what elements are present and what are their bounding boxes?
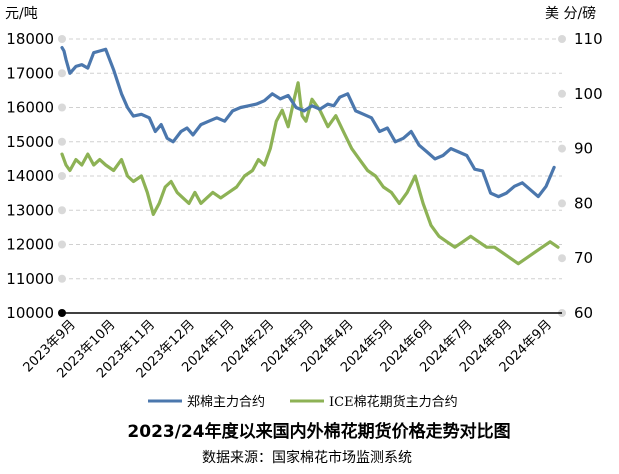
- left-axis-tick-dot: [58, 137, 66, 146]
- right-y-tick-label: 90: [574, 140, 593, 158]
- left-axis-tick-dot: [58, 206, 66, 215]
- legend-label-series-1: 郑棉主力合约: [187, 395, 265, 410]
- left-axis-tick-dot: [58, 240, 66, 249]
- left-y-tick-label: 14000: [6, 167, 54, 185]
- left-y-tick-label: 16000: [6, 99, 54, 117]
- x-tick-labels: 2023年9月2023年10月2023年11月2023年12月2024年1月20…: [21, 317, 555, 381]
- right-axis-tick-dot: [558, 35, 566, 43]
- right-axis-tick-dot: [558, 89, 566, 98]
- left-y-tick-label: 10000: [6, 304, 54, 322]
- right-y-tick-label: 80: [574, 194, 593, 212]
- right-y-tick-label: 100: [574, 85, 603, 103]
- legend-label-series-2: ICE棉花期货主力合约: [329, 394, 458, 410]
- right-y-tick-labels: 60 70 80 90 100 110: [574, 30, 603, 322]
- series-line-1: [60, 45, 556, 199]
- gridlines: [58, 35, 566, 317]
- series-line-2: [60, 81, 560, 266]
- left-axis-unit: 元/吨: [5, 6, 38, 22]
- left-y-tick-label: 18000: [6, 30, 54, 48]
- right-axis-unit: 美 分/磅: [545, 5, 596, 22]
- right-y-tick-label: 60: [574, 304, 593, 322]
- series-lines: [60, 45, 560, 266]
- right-y-tick-label: 110: [574, 30, 603, 48]
- left-y-tick-label: 12000: [6, 236, 54, 254]
- left-axis-tick-dot: [58, 103, 66, 112]
- left-axis-tick-dot: [58, 69, 66, 78]
- right-axis-tick-dot: [558, 254, 566, 263]
- left-y-tick-labels: 10000 11000 12000 13000 14000 15000 16000 17000…: [6, 30, 54, 322]
- left-y-tick-label: 17000: [6, 64, 54, 82]
- right-y-tick-label: 70: [574, 249, 593, 267]
- left-y-tick-label: 15000: [6, 133, 54, 151]
- data-source: 数据来源：国家棉花市场监测系统: [202, 449, 412, 466]
- left-axis-tick-dot: [58, 35, 66, 43]
- left-y-tick-label: 11000: [6, 270, 54, 288]
- right-axis-tick-dot: [558, 144, 566, 153]
- right-axis-tick-dot: [558, 199, 566, 208]
- left-y-tick-label: 13000: [6, 201, 54, 219]
- legend: 郑棉主力合约 ICE棉花期货主力合约: [148, 394, 458, 410]
- left-axis-tick-dot: [58, 172, 66, 180]
- left-axis-tick-dot: [58, 274, 66, 283]
- chart-title: 2023/24年度以来国内外棉花期货价格走势对比图: [127, 421, 510, 442]
